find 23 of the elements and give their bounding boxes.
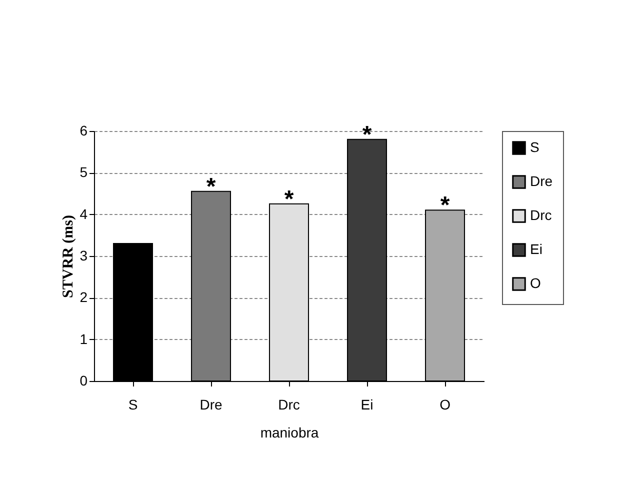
y-tick-label: 4 <box>80 206 88 222</box>
legend-label: Ei <box>530 241 542 257</box>
x-tick-label: Ei <box>360 396 374 412</box>
x-tick-label: Dre <box>200 396 222 412</box>
x-tick-label: S <box>128 396 138 412</box>
legend-label: Drc <box>530 207 552 223</box>
y-tick-label: 3 <box>80 248 88 264</box>
x-tick-label: Drc <box>278 396 300 412</box>
y-tick-label: 5 <box>80 164 88 180</box>
annotation: * <box>284 186 294 213</box>
y-tick-label: 2 <box>80 289 88 306</box>
legend-label: O <box>530 275 541 291</box>
y-axis-title: STVRR (ms) <box>60 215 77 298</box>
annotation: * <box>362 121 372 148</box>
x-axis-title: maniobra <box>260 424 319 440</box>
annotation: * <box>206 173 216 200</box>
annotation: * <box>440 192 450 220</box>
y-tick-label: 6 <box>80 122 88 138</box>
legend-label: S <box>530 139 540 155</box>
y-tick-label: 1 <box>80 330 88 347</box>
legend-label: Dre <box>530 173 553 189</box>
y-tick-label: 0 <box>80 372 88 388</box>
x-tick-label: O <box>440 396 451 412</box>
